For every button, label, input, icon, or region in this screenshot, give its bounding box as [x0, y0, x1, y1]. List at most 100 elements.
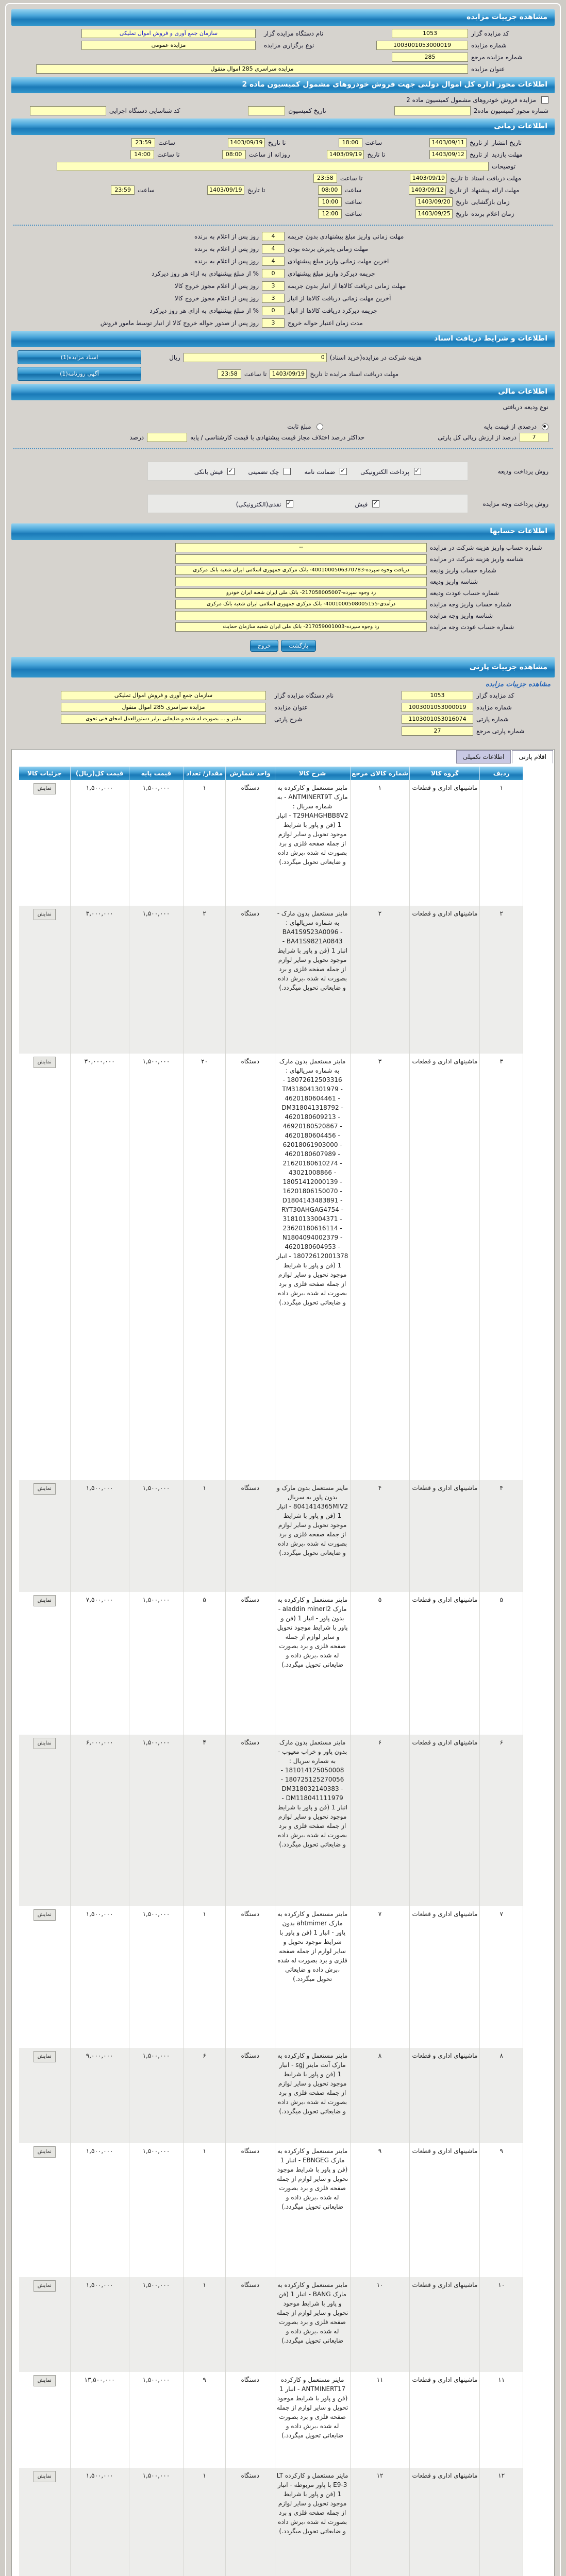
visit-time-from-field[interactable]: 08:00	[222, 150, 246, 159]
penalty-value-field[interactable]: 3	[262, 318, 285, 328]
auction-type-field[interactable]: مزایده عمومی	[81, 41, 256, 50]
penalty-value-field[interactable]: 4	[262, 232, 285, 241]
party-ref-field[interactable]: 27	[402, 726, 473, 736]
deposit-method-checkbox[interactable]	[340, 467, 347, 475]
deposit-method-label: فیش بانکی	[194, 468, 223, 476]
docs-time-field[interactable]: 23:58	[313, 174, 337, 183]
offer-from-time-field[interactable]: 08:00	[318, 185, 342, 195]
tab-party-items[interactable]: اقلام پارتی	[512, 750, 553, 764]
item-details-button[interactable]: نمایش	[33, 1738, 56, 1749]
account-field[interactable]: --	[175, 543, 427, 552]
permit-checkbox[interactable]	[541, 96, 548, 104]
open-time-field[interactable]: 10:00	[318, 197, 342, 207]
publish-to-field[interactable]: 1403/09/19	[227, 138, 265, 147]
visit-time-to-field[interactable]: 14:00	[130, 150, 155, 159]
account-field[interactable]	[175, 611, 427, 620]
deposit-method-checkbox[interactable]	[227, 467, 235, 475]
docs-deadline-time-field[interactable]: 23:58	[217, 369, 241, 379]
penalty-value-field[interactable]: 4	[262, 257, 285, 266]
account-field[interactable]: درآمدی-4001000508005155- بانک مرکزی جمهو…	[175, 600, 427, 609]
item-details-button[interactable]: نمایش	[33, 1595, 56, 1606]
auction-org-field[interactable]: سازمان جمع آوری و فروش اموال تملیکی	[81, 29, 256, 38]
item-details-button[interactable]: نمایش	[33, 1909, 56, 1921]
item-details-button[interactable]: نمایش	[33, 1057, 56, 1068]
offer-to-field[interactable]: 1403/09/19	[207, 185, 244, 195]
penalty-value-field[interactable]: 3	[262, 294, 285, 303]
permit-date-label: تاریخ کمیسیون	[288, 107, 326, 114]
winner-date-field[interactable]: 1403/09/25	[415, 209, 453, 218]
item-details-button[interactable]: نمایش	[33, 2280, 56, 2292]
account-field[interactable]: رد وجوه سپرده-217059001003- بانک ملی ایر…	[175, 622, 427, 632]
table-row: ۱۰ ماشینهای اداری و قطعات ۱۰ ماینر مستعم…	[19, 2277, 523, 2372]
open-date-field[interactable]: 1403/09/20	[415, 197, 453, 207]
account-field[interactable]: رد وجوه سپرده-217058005007- بانک ملی ایر…	[175, 588, 427, 598]
deposit-method-checkbox[interactable]	[414, 467, 422, 475]
visit-from-field[interactable]: 1403/09/12	[429, 150, 467, 159]
item-details-button[interactable]: نمایش	[33, 2375, 56, 2386]
table-row: ۷ ماشینهای اداری و قطعات ۷ ماینر مستعمل …	[19, 1906, 523, 2048]
price-method-checkbox[interactable]	[286, 499, 293, 507]
permit-agency-field[interactable]	[29, 106, 106, 115]
penalty-value-field[interactable]: 4	[262, 244, 285, 253]
party-auction-no-field[interactable]: 1003001053000019	[402, 703, 473, 712]
item-details-button[interactable]: نمایش	[33, 1483, 56, 1495]
auction-no-field[interactable]: 1003001053000019	[376, 41, 468, 50]
deposit-percent-field[interactable]: 7	[520, 433, 548, 442]
visit-to-field[interactable]: 1403/09/19	[327, 150, 364, 159]
docs-to-field[interactable]: 1403/09/19	[410, 174, 447, 183]
auction-details-link[interactable]: مشاهده جزییات مزایده	[485, 681, 551, 688]
winner-time-field[interactable]: 12:00	[318, 209, 342, 218]
cell-total: ۱,۵۰۰,۰۰۰	[70, 2277, 129, 2372]
docs-cost-field[interactable]: 0	[183, 352, 327, 362]
item-details-button[interactable]: نمایش	[33, 909, 56, 920]
notes-field[interactable]	[57, 162, 489, 171]
item-details-button[interactable]: نمایش	[33, 783, 56, 794]
back-button[interactable]: بازگشت	[281, 640, 316, 652]
maxdiff-field[interactable]	[147, 433, 188, 442]
auction-title-label: عنوان مزایده	[471, 65, 505, 73]
account-row: شناسه واریز ودیعه	[18, 577, 548, 586]
item-details-button[interactable]: نمایش	[33, 2051, 56, 2062]
penalty-value-field[interactable]: 0	[262, 306, 285, 315]
account-field[interactable]	[175, 577, 427, 586]
penalty-value-field[interactable]: 3	[262, 281, 285, 291]
party-auction-code-field[interactable]: 1053	[402, 691, 473, 700]
auction-details-header: مشاهده جزییات مزایده	[11, 9, 555, 26]
penalty-value-field[interactable]: 0	[262, 269, 285, 278]
docs-deadline-date-field[interactable]: 1403/09/19	[270, 369, 307, 379]
offer-from-label: از تاریخ	[449, 187, 468, 194]
col-unit: واحد شمارش	[225, 767, 275, 780]
auction-code-field[interactable]: 1053	[392, 29, 468, 38]
penalty-label: جریمه دیرکرد دریافت کالاها از انبار	[288, 307, 377, 314]
party-desc-field[interactable]: ماینر و ... بصورت له شده و ضایعاتی برابر…	[61, 715, 266, 724]
auction-docs-button[interactable]: اسناد مزایده(1)	[18, 350, 141, 364]
auction-ref-field[interactable]: 285	[392, 53, 468, 62]
account-field[interactable]: دریافت وجوه سپرده-4001000506370783- بانک…	[175, 566, 427, 575]
exit-button[interactable]: خروج	[250, 640, 279, 652]
tab-additional-info[interactable]: اطلاعات تکمیلی	[456, 750, 511, 764]
cell-row: ۳	[479, 1054, 523, 1480]
permit-date-field[interactable]	[248, 106, 286, 115]
deposit-method-option: چک تضمینی	[248, 466, 291, 476]
permit-no-field[interactable]	[394, 106, 471, 115]
offer-from-field[interactable]: 1403/09/12	[409, 185, 446, 195]
publish-to-time-field[interactable]: 23:59	[131, 138, 156, 147]
price-method-checkbox[interactable]	[372, 499, 380, 507]
penalty-label: مهلت زمانی واریز مبلغ پیشنهادی بدون جریم…	[288, 233, 404, 240]
table-row: ۱۱ ماشینهای اداری و قطعات ۱۱ ماینر مستعم…	[19, 2372, 523, 2468]
offer-to-time-field[interactable]: 23:59	[111, 185, 135, 195]
auction-title-field[interactable]: مزایده سراسری 285 اموال منقول	[36, 64, 468, 74]
item-details-button[interactable]: نمایش	[33, 2471, 56, 2482]
party-org-field[interactable]: سازمان جمع آوری و فروش اموال تملیکی	[61, 691, 266, 700]
radio-percent-of-base[interactable]	[542, 423, 548, 430]
cell-group: ماشینهای اداری و قطعات	[409, 1592, 480, 1735]
party-title-field[interactable]: مزایده سراسری 285 اموال منقول	[61, 703, 266, 712]
publish-from-field[interactable]: 1403/09/11	[429, 138, 467, 147]
publish-from-time-field[interactable]: 18:00	[338, 138, 362, 147]
deposit-method-checkbox[interactable]	[284, 468, 291, 475]
party-no-field[interactable]: 1103001053016074	[402, 715, 473, 724]
radio-fixed-amount[interactable]	[316, 423, 323, 430]
newspaper-ad-button[interactable]: آگهی روزنامه(1)	[18, 367, 141, 381]
account-field[interactable]	[175, 554, 427, 564]
item-details-button[interactable]: نمایش	[33, 2146, 56, 2158]
